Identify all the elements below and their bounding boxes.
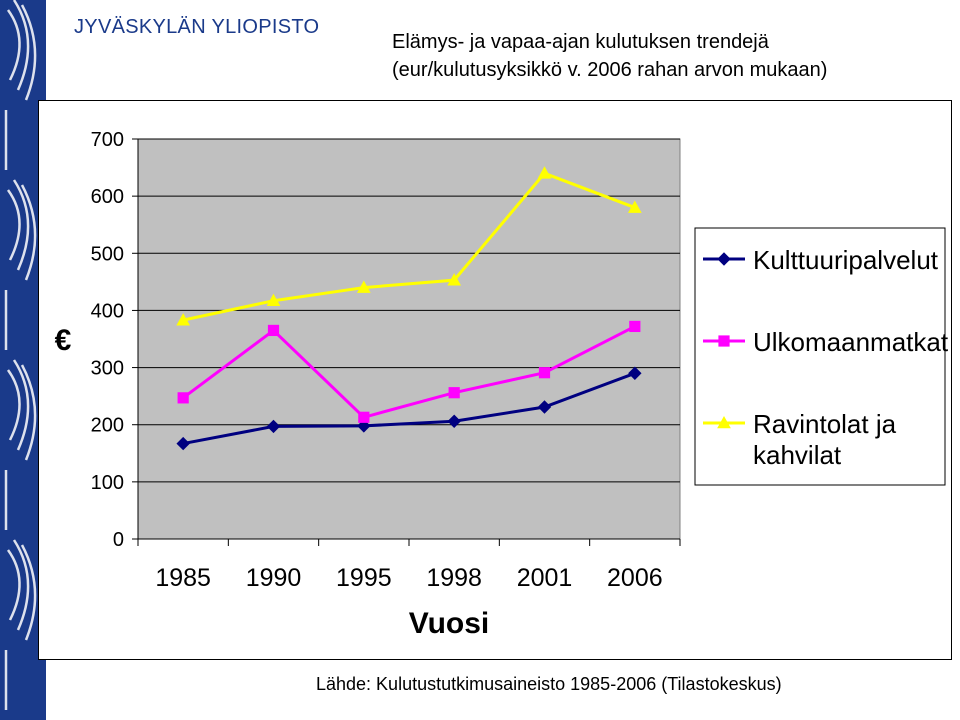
x-tick-label: 1990: [246, 564, 302, 592]
y-axis-title: €: [55, 324, 72, 357]
data-point-series-2: [448, 387, 460, 399]
y-tick-label: 0: [113, 529, 124, 551]
x-axis-title: Vuosi: [409, 607, 490, 640]
data-point-series-2: [538, 367, 551, 379]
y-tick-label: 100: [91, 472, 124, 494]
source-note: Lähde: Kulutustutkimusaineisto 1985-2006…: [316, 674, 782, 694]
data-point-series-2: [358, 411, 370, 423]
data-point-series-3: [356, 280, 371, 293]
legend-marker-2: [718, 335, 730, 347]
y-tick-label: 700: [91, 129, 124, 151]
legend-label-2: Ulkomaanmatkat: [753, 327, 949, 357]
data-point-series-2: [267, 324, 280, 337]
data-point-series-3: [176, 313, 191, 326]
legend-marker-1: [717, 252, 731, 266]
data-point-series-1: [628, 366, 642, 380]
university-logo-pattern-icon: [4, 0, 37, 710]
legend-label-1: Kulttuuripalvelut: [753, 245, 939, 275]
line-chart: 0 100 200 300 400 500 600 700 1985 1990 1995 1998 20…: [55, 129, 949, 640]
x-tick-label: 2001: [517, 564, 573, 592]
data-point-series-3: [447, 273, 462, 286]
title-line-1: Elämys- ja vapaa-ajan kulutuksen trendej…: [392, 31, 769, 53]
series-line-3: [182, 171, 636, 322]
data-point-series-2: [177, 392, 189, 404]
data-point-series-1: [447, 414, 461, 428]
title-line-2: (eur/kulutusyksikkö v. 2006 rahan arvon …: [392, 59, 828, 81]
data-point-series-1: [266, 419, 281, 434]
data-point-series-1: [537, 400, 552, 414]
data-point-series-2: [629, 320, 641, 333]
chart-frame: 0 100 200 300 400 500 600 700 1985 1990 1995 1998 20…: [38, 100, 952, 660]
y-tick-label: 500: [91, 243, 124, 265]
y-tick-label: 400: [91, 300, 124, 322]
y-tick-label: 600: [91, 186, 124, 208]
legend-marker-3: [717, 415, 731, 429]
data-point-series-3: [266, 293, 281, 307]
series-line-1: [182, 371, 636, 446]
data-point-series-3: [537, 166, 552, 179]
plot-area: [137, 138, 681, 540]
y-tick-label: 300: [91, 358, 124, 380]
data-point-series-3: [627, 200, 642, 213]
x-tick-label: 1998: [426, 564, 482, 592]
legend-label-3: Ravintolat ja kahvilat: [753, 409, 897, 470]
data-point-series-1: [176, 436, 190, 451]
page-title: Elämys- ja vapaa-ajan kulutuksen trendej…: [392, 28, 827, 84]
y-tick-label: 200: [91, 415, 124, 437]
x-tick-label: 2006: [607, 564, 663, 592]
x-tick-label: 1985: [155, 564, 211, 592]
legend-box: [694, 227, 946, 486]
x-tick-label: 1995: [336, 564, 392, 592]
series-line-2: [182, 325, 636, 419]
university-name: JYVÄSKYLÄN YLIOPISTO: [74, 16, 320, 38]
